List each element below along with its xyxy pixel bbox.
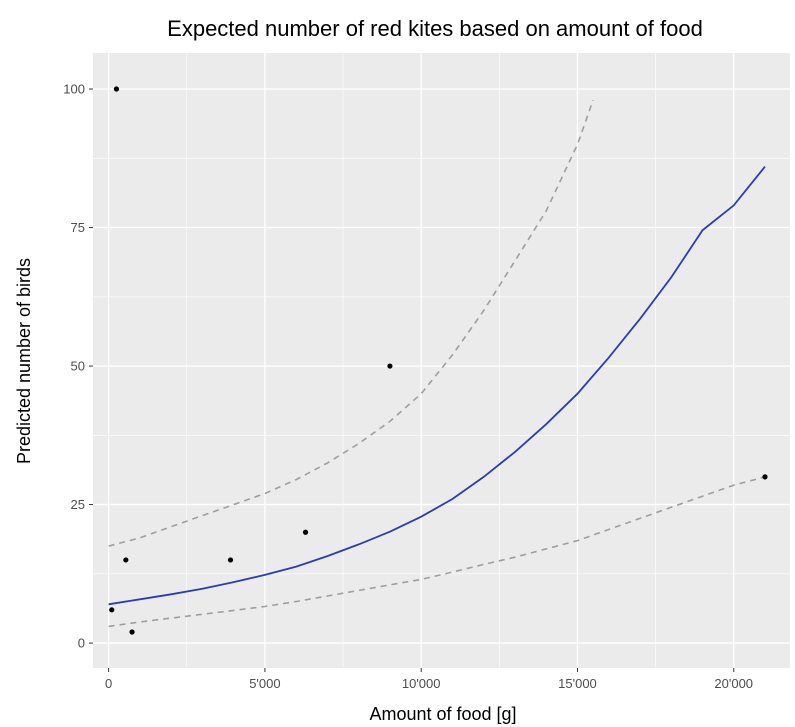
data-point — [387, 363, 393, 369]
data-point — [129, 629, 135, 635]
points-layer — [109, 86, 768, 635]
x-tick-label: 15'000 — [558, 676, 597, 691]
x-tick-label: 5'000 — [249, 676, 280, 691]
x-axis-title: Amount of food [g] — [369, 704, 516, 724]
x-tick-label: 0 — [105, 676, 112, 691]
y-tick-label: 75 — [71, 220, 85, 235]
plot-panel — [93, 53, 790, 668]
y-tick-label: 100 — [63, 82, 85, 97]
y-tick-label: 0 — [78, 636, 85, 651]
fitted-line — [108, 166, 766, 606]
data-point — [227, 557, 234, 563]
confidence-line — [108, 99, 594, 547]
y-axis: 0 25 50 75 100 — [63, 82, 93, 651]
data-point — [109, 607, 115, 613]
confidence-line — [108, 476, 766, 628]
x-tick-label: 10'000 — [402, 676, 441, 691]
x-tick-label: 20'000 — [714, 676, 753, 691]
data-point — [113, 86, 120, 92]
data-point — [123, 557, 129, 563]
data-point — [302, 529, 309, 535]
major-gridlines — [93, 53, 790, 668]
y-tick-label: 25 — [71, 497, 85, 512]
chart-title: Expected number of red kites based on am… — [167, 16, 703, 41]
panel-background — [93, 53, 790, 668]
data-point — [762, 474, 768, 480]
x-axis: 0 5'000 10'000 15'000 20'000 — [105, 668, 753, 691]
minor-gridlines — [93, 53, 790, 668]
lines-layer — [108, 99, 766, 628]
y-axis-title: Predicted number of birds — [14, 258, 34, 464]
y-tick-label: 50 — [71, 359, 85, 374]
